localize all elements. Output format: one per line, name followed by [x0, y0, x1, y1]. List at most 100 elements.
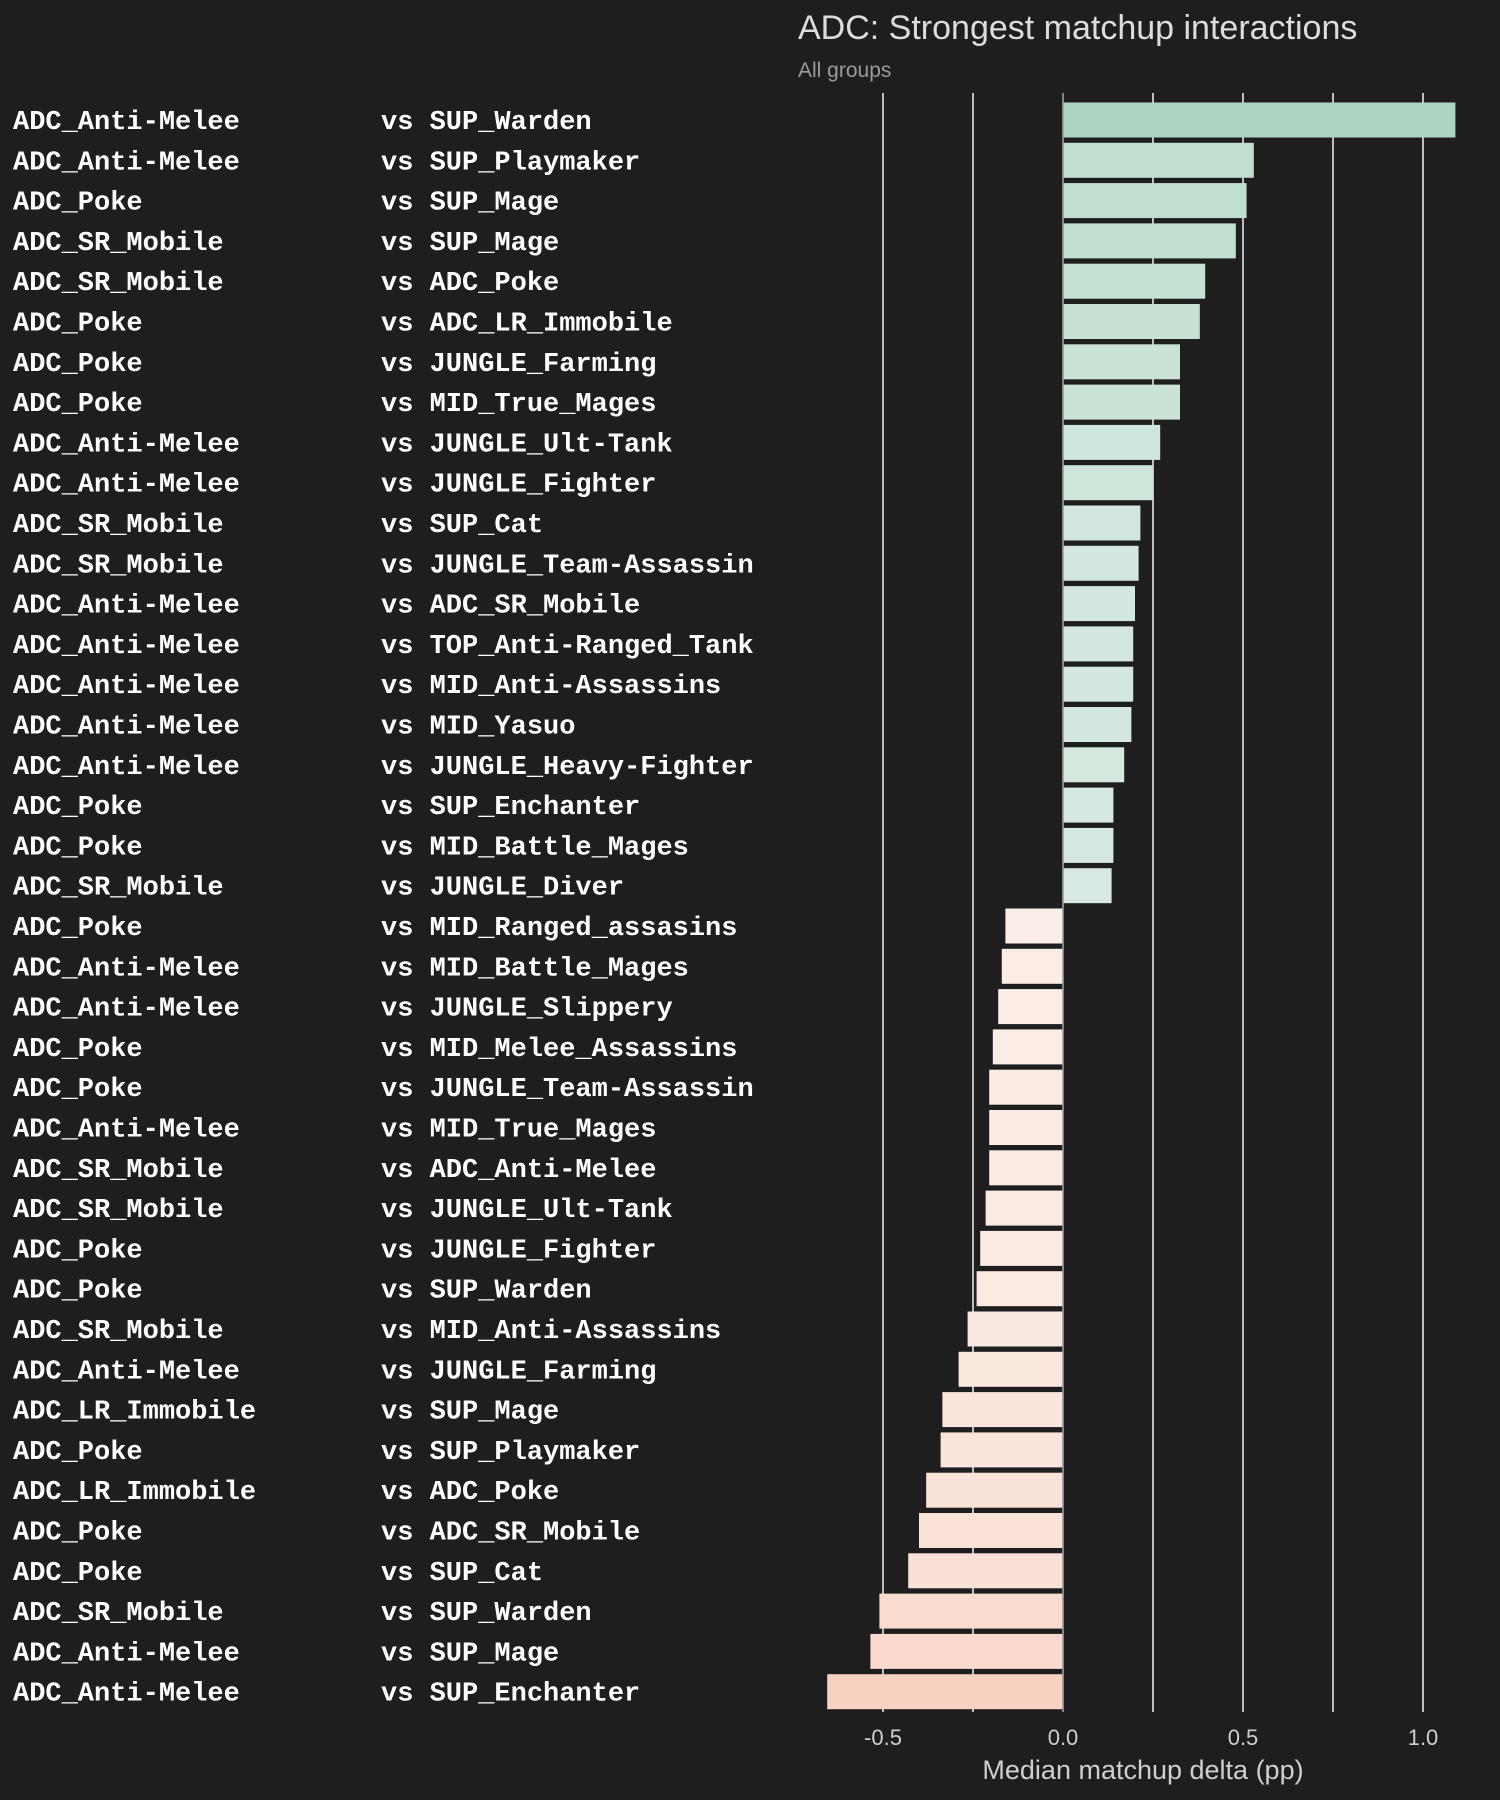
- bar: [1063, 304, 1200, 339]
- bar: [985, 1190, 1063, 1226]
- bar: [1063, 747, 1125, 783]
- row-group-label: ADC_SR_Mobile: [13, 511, 224, 541]
- row-opponent-label: vs JUNGLE_Ult-Tank: [381, 1196, 673, 1226]
- row-opponent-label: vs SUP_Playmaker: [381, 1438, 640, 1468]
- row-opponent-label: vs JUNGLE_Farming: [381, 350, 656, 380]
- row-opponent-label: vs SUP_Cat: [381, 511, 543, 541]
- row-opponent-label: vs JUNGLE_Team-Assassin: [381, 1075, 754, 1105]
- row-group-label: ADC_SR_Mobile: [13, 1599, 224, 1629]
- bar: [1063, 787, 1114, 823]
- x-tick-label: 1.0: [1408, 1725, 1439, 1750]
- row-group-label: ADC_SR_Mobile: [13, 874, 224, 904]
- row-opponent-label: vs SUP_Enchanter: [381, 1680, 640, 1710]
- bar: [1063, 586, 1135, 622]
- row-group-label: ADC_Poke: [13, 1277, 143, 1307]
- row-group-label: ADC_Poke: [13, 350, 143, 380]
- row-opponent-label: vs SUP_Warden: [381, 1599, 592, 1629]
- row-group-label: ADC_Anti-Melee: [13, 108, 240, 138]
- row-group-label: ADC_SR_Mobile: [13, 1317, 224, 1347]
- row-group-label: ADC_SR_Mobile: [13, 229, 224, 259]
- bar: [1063, 868, 1112, 904]
- row-opponent-label: vs ADC_LR_Immobile: [381, 310, 673, 340]
- row-labels: ADC_Anti-Melee vs SUP_WardenADC_Anti-Mele…: [13, 108, 754, 1710]
- row-group-label: ADC_Anti-Melee: [13, 632, 240, 662]
- bar: [942, 1392, 1063, 1428]
- row-opponent-label: vs JUNGLE_Team-Assassin: [381, 551, 754, 581]
- bar: [976, 1271, 1063, 1307]
- row-group-label: ADC_Anti-Melee: [13, 1357, 240, 1387]
- row-opponent-label: vs SUP_Mage: [381, 1639, 559, 1669]
- row-opponent-label: vs SUP_Warden: [381, 1277, 592, 1307]
- bar: [989, 1069, 1063, 1105]
- bar: [980, 1230, 1063, 1266]
- row-opponent-label: vs MID_Anti-Assassins: [381, 672, 721, 702]
- row-opponent-label: vs JUNGLE_Slippery: [381, 995, 673, 1025]
- row-group-label: ADC_Poke: [13, 1075, 143, 1105]
- x-tick-label: -0.5: [864, 1725, 902, 1750]
- row-group-label: ADC_Anti-Melee: [13, 753, 240, 783]
- row-opponent-label: vs MID_Battle_Mages: [381, 833, 689, 863]
- row-opponent-label: vs JUNGLE_Ult-Tank: [381, 430, 673, 460]
- row-group-label: ADC_Poke: [13, 1559, 143, 1589]
- bar: [940, 1432, 1063, 1468]
- row-opponent-label: vs JUNGLE_Fighter: [381, 1236, 656, 1266]
- bars: [827, 102, 1456, 1710]
- bar: [1063, 626, 1134, 662]
- row-opponent-label: vs SUP_Mage: [381, 189, 559, 219]
- bar: [1063, 263, 1206, 299]
- row-group-label: ADC_Anti-Melee: [13, 713, 240, 743]
- row-opponent-label: vs SUP_Playmaker: [381, 148, 640, 178]
- bar: [926, 1472, 1063, 1508]
- row-opponent-label: vs ADC_Poke: [381, 269, 559, 299]
- chart-title: ADC: Strongest matchup interactions: [798, 9, 1357, 47]
- bar: [1063, 102, 1456, 138]
- bar: [967, 1311, 1063, 1347]
- row-group-label: ADC_SR_Mobile: [13, 1156, 224, 1186]
- row-group-label: ADC_Anti-Melee: [13, 954, 240, 984]
- bar: [908, 1553, 1063, 1589]
- bar: [1063, 142, 1254, 178]
- row-opponent-label: vs MID_Yasuo: [381, 713, 575, 743]
- row-group-label: ADC_Poke: [13, 1519, 143, 1549]
- row-group-label: ADC_Poke: [13, 793, 143, 823]
- row-opponent-label: vs JUNGLE_Fighter: [381, 471, 656, 501]
- row-opponent-label: vs SUP_Warden: [381, 108, 592, 138]
- bar: [1063, 424, 1161, 460]
- row-opponent-label: vs TOP_Anti-Ranged_Tank: [381, 632, 754, 662]
- row-opponent-label: vs JUNGLE_Heavy-Fighter: [381, 753, 754, 783]
- x-axis-ticks: -0.5 0.0 0.5 1.0: [864, 1725, 1438, 1750]
- row-group-label: ADC_Anti-Melee: [13, 148, 240, 178]
- bar: [1063, 183, 1247, 219]
- row-group-label: ADC_Anti-Melee: [13, 1639, 240, 1669]
- row-group-label: ADC_Anti-Melee: [13, 592, 240, 622]
- row-opponent-label: vs SUP_Mage: [381, 1398, 559, 1428]
- row-group-label: ADC_Anti-Melee: [13, 995, 240, 1025]
- bar: [1005, 908, 1063, 944]
- row-group-label: ADC_Anti-Melee: [13, 672, 240, 702]
- row-group-label: ADC_Poke: [13, 310, 143, 340]
- row-opponent-label: vs MID_True_Mages: [381, 390, 656, 420]
- row-opponent-label: vs MID_Melee_Assassins: [381, 1035, 737, 1065]
- row-group-label: ADC_Anti-Melee: [13, 1680, 240, 1710]
- row-group-label: ADC_SR_Mobile: [13, 551, 224, 581]
- bar: [1063, 666, 1134, 702]
- x-tick-label: 0.0: [1048, 1725, 1079, 1750]
- bar: [870, 1633, 1063, 1669]
- row-group-label: ADC_Poke: [13, 1236, 143, 1266]
- bar: [919, 1513, 1063, 1548]
- row-group-label: ADC_Anti-Melee: [13, 471, 240, 501]
- row-opponent-label: vs MID_True_Mages: [381, 1116, 656, 1146]
- row-group-label: ADC_LR_Immobile: [13, 1398, 256, 1428]
- x-axis-title: Median matchup delta (pp): [982, 1755, 1303, 1785]
- bar: [827, 1674, 1063, 1710]
- bar: [1063, 384, 1180, 420]
- row-opponent-label: vs JUNGLE_Farming: [381, 1357, 656, 1387]
- row-group-label: ADC_Poke: [13, 390, 143, 420]
- x-tick-label: 0.5: [1228, 1725, 1259, 1750]
- bar: [1063, 827, 1114, 863]
- bar: [1001, 948, 1063, 984]
- row-group-label: ADC_Poke: [13, 833, 143, 863]
- bar: [958, 1351, 1063, 1387]
- bar: [992, 1029, 1063, 1065]
